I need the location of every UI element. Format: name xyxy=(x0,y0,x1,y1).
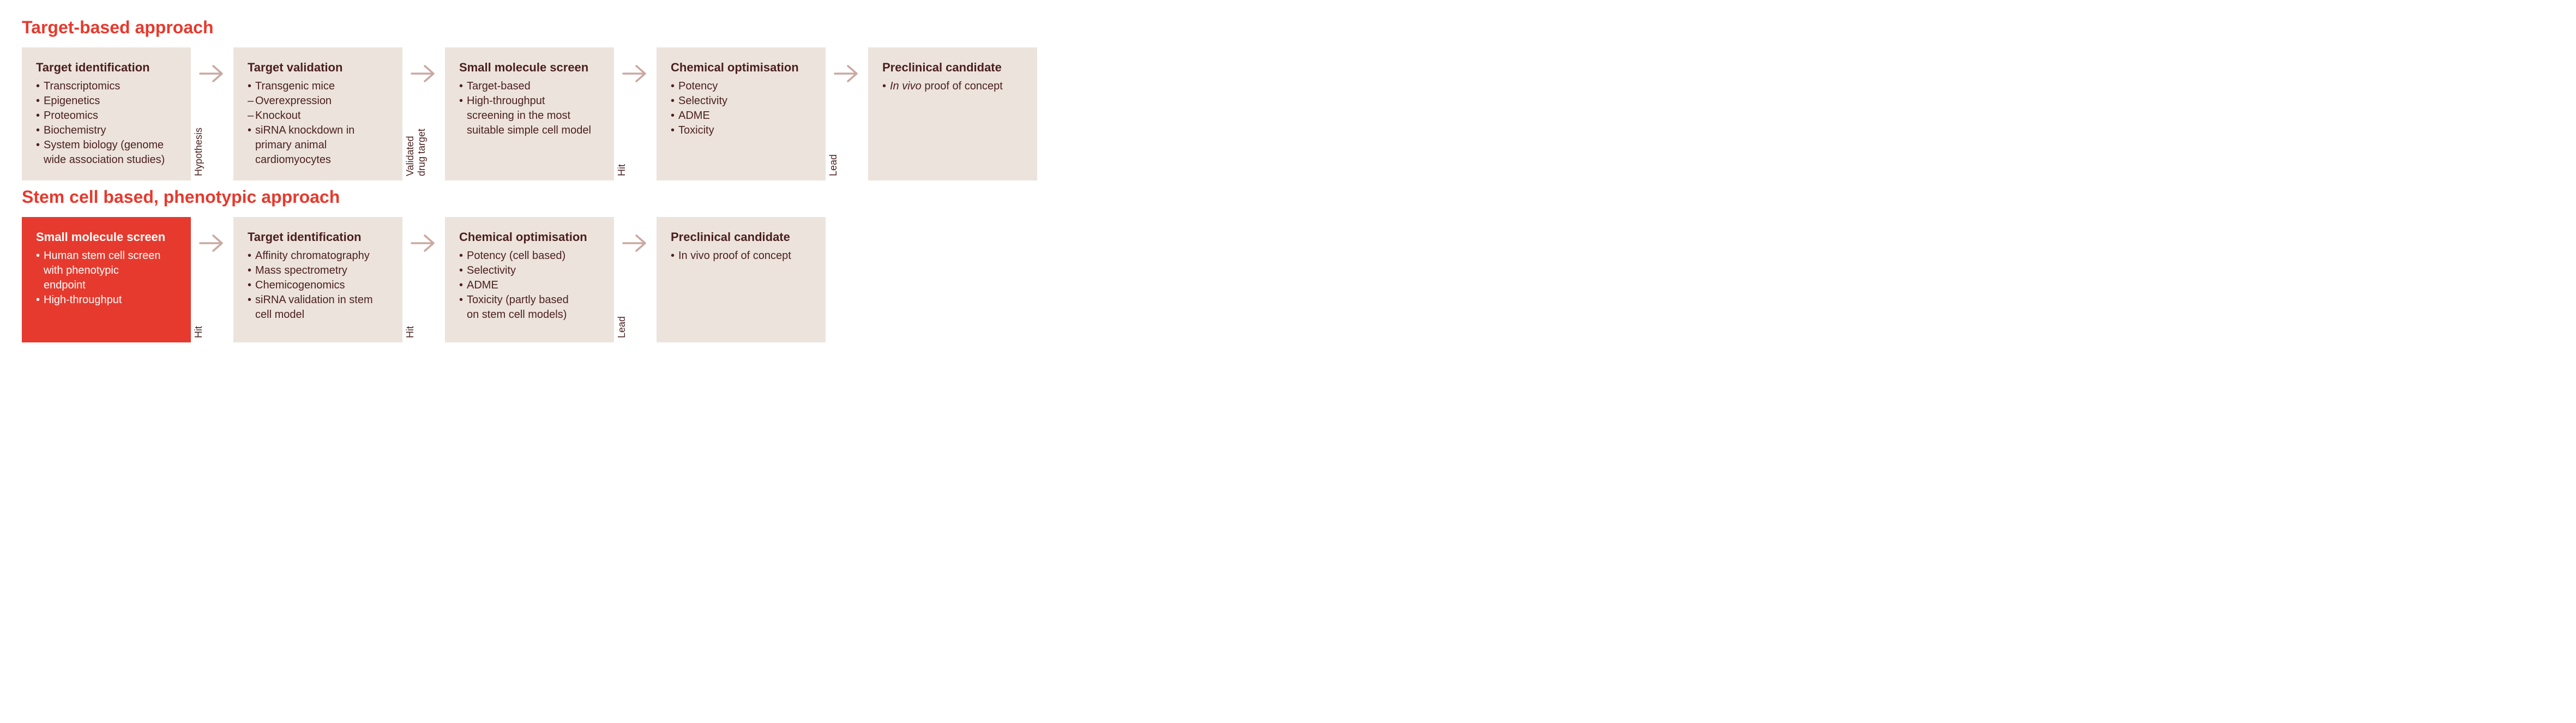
section-title: Stem cell based, phenotypic approach xyxy=(22,187,2554,207)
stage-box: Target validation Transgenic miceOverexpr… xyxy=(233,47,402,180)
arrow-icon xyxy=(408,232,439,254)
stage-item: Potency (cell based) xyxy=(459,249,600,263)
connector-label: Lead xyxy=(616,316,628,338)
stage-title: Chemical optimisation xyxy=(459,230,600,244)
stage-item: Transgenic mice xyxy=(248,79,388,94)
stage-title: Preclinical candidate xyxy=(882,61,1023,75)
stage-item: suitable simple cell model xyxy=(459,123,600,138)
stage-box: Small molecule screen Target-basedHigh-th… xyxy=(445,47,614,180)
stage-item: Potency xyxy=(671,79,811,94)
connector-label: Hypothesis xyxy=(193,128,204,176)
stage-items: Affinity chromatographyMass spectrometry… xyxy=(248,249,388,322)
connector-label: Lead xyxy=(828,154,839,176)
stage-item: siRNA validation in stem xyxy=(248,293,388,308)
stage-item: ADME xyxy=(671,109,811,123)
stage-item: Overexpression xyxy=(248,94,388,109)
stage-title: Small molecule screen xyxy=(459,61,600,75)
arrow-icon xyxy=(197,232,227,254)
stage-items: In vivo proof of concept xyxy=(671,249,811,263)
connector: Hypothesis xyxy=(191,47,233,180)
stage-item: with phenotypic xyxy=(36,263,177,278)
stage-title: Target validation xyxy=(248,61,388,75)
connector: Lead xyxy=(826,47,868,180)
connector: Lead xyxy=(614,217,657,342)
stage-item: In vivo proof of concept xyxy=(671,249,811,263)
connector: Hit xyxy=(614,47,657,180)
stage-items: PotencySelectivityADMEToxicity xyxy=(671,79,811,138)
stage-item: Mass spectrometry xyxy=(248,263,388,278)
stage-item: Knockout xyxy=(248,109,388,123)
stage-items: Potency (cell based)SelectivityADMEToxic… xyxy=(459,249,600,322)
stage-item: ADME xyxy=(459,278,600,293)
stage-box: Chemical optimisation PotencySelectivityA… xyxy=(657,47,826,180)
stage-box: Small molecule screen Human stem cell scr… xyxy=(22,217,191,342)
stage-box: Chemical optimisation Potency (cell based… xyxy=(445,217,614,342)
stage-item: In vivo proof of concept xyxy=(882,79,1023,94)
stage-box: Target identification TranscriptomicsEpig… xyxy=(22,47,191,180)
stage-item: Toxicity (partly based xyxy=(459,293,600,308)
stage-item: siRNA knockdown in xyxy=(248,123,388,138)
stage-item: Affinity chromatography xyxy=(248,249,388,263)
stage-item: endpoint xyxy=(36,278,177,293)
stage-item: Biochemistry xyxy=(36,123,177,138)
connector: Validated drug target xyxy=(402,47,445,180)
connector: Hit xyxy=(402,217,445,342)
stage-title: Chemical optimisation xyxy=(671,61,811,75)
stage-items: Target-basedHigh-throughputscreening in … xyxy=(459,79,600,138)
connector-label: Validated drug target xyxy=(405,129,428,176)
stage-item: System biology (genome xyxy=(36,138,177,153)
section-title: Target-based approach xyxy=(22,17,2554,38)
stage-item: wide association studies) xyxy=(36,153,177,167)
flow-row: Small molecule screen Human stem cell scr… xyxy=(22,217,2554,342)
stage-item: Selectivity xyxy=(459,263,600,278)
stage-item: Target-based xyxy=(459,79,600,94)
stage-item: cell model xyxy=(248,308,388,322)
stage-title: Target identification xyxy=(248,230,388,244)
stage-item: Chemicogenomics xyxy=(248,278,388,293)
stage-item: on stem cell models) xyxy=(459,308,600,322)
stage-item: Proteomics xyxy=(36,109,177,123)
stage-items: TranscriptomicsEpigeneticsProteomicsBioc… xyxy=(36,79,177,167)
stage-item: screening in the most xyxy=(459,109,600,123)
stage-box: Target identification Affinity chromatogr… xyxy=(233,217,402,342)
stage-item-rest: proof of concept xyxy=(922,80,1003,92)
stage-items: Transgenic miceOverexpressionKnockoutsiR… xyxy=(248,79,388,167)
stage-item: Selectivity xyxy=(671,94,811,109)
arrow-icon xyxy=(620,63,651,85)
stage-title: Small molecule screen xyxy=(36,230,177,244)
stage-item: Human stem cell screen xyxy=(36,249,177,263)
stage-item: primary animal xyxy=(248,138,388,153)
stage-item-italic: In vivo xyxy=(890,80,922,92)
stage-item: cardiomyocytes xyxy=(248,153,388,167)
stage-title: Preclinical candidate xyxy=(671,230,811,244)
flow-row: Target identification TranscriptomicsEpig… xyxy=(22,47,2554,180)
connector-label: Hit xyxy=(405,326,416,338)
stage-title: Target identification xyxy=(36,61,177,75)
stage-item: Transcriptomics xyxy=(36,79,177,94)
stage-item: Epigenetics xyxy=(36,94,177,109)
arrow-icon xyxy=(620,232,651,254)
stage-box: Preclinical candidate In vivo proof of co… xyxy=(868,47,1037,180)
stage-item: Toxicity xyxy=(671,123,811,138)
arrow-icon xyxy=(408,63,439,85)
connector: Hit xyxy=(191,217,233,342)
arrow-icon xyxy=(832,63,862,85)
stage-box: Preclinical candidate In vivo proof of co… xyxy=(657,217,826,342)
stage-items: In vivo proof of concept xyxy=(882,79,1023,94)
connector-label: Hit xyxy=(616,164,628,176)
stage-item: High-throughput xyxy=(36,293,177,308)
connector-label: Hit xyxy=(193,326,204,338)
arrow-icon xyxy=(197,63,227,85)
stage-items: Human stem cell screenwith phenotypicend… xyxy=(36,249,177,308)
stage-item: High-throughput xyxy=(459,94,600,109)
